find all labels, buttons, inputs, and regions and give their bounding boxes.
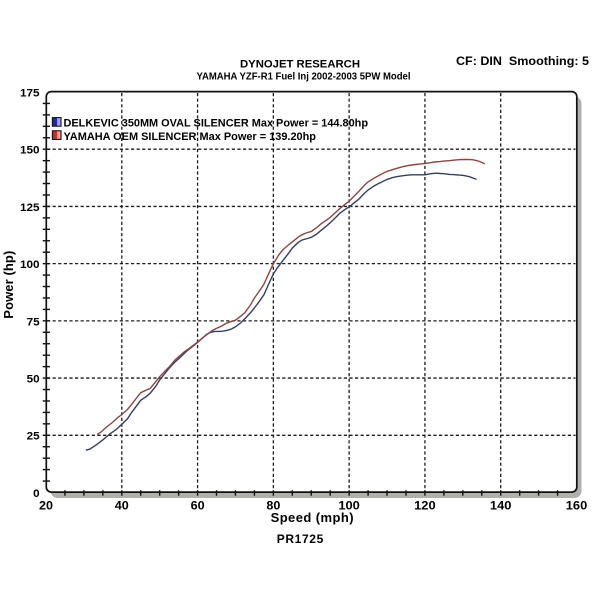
svg-text:0: 0 bbox=[33, 488, 40, 500]
svg-text:175: 175 bbox=[20, 87, 40, 99]
svg-text:Power (hp): Power (hp) bbox=[1, 251, 16, 319]
svg-text:50: 50 bbox=[27, 374, 40, 386]
svg-text:140: 140 bbox=[490, 499, 512, 513]
svg-text:20: 20 bbox=[39, 499, 53, 513]
svg-text:PR1725: PR1725 bbox=[277, 532, 324, 546]
svg-text:DELKEVIC 350MM OVAL SILENCER M: DELKEVIC 350MM OVAL SILENCER Max Power =… bbox=[64, 118, 369, 130]
svg-text:100: 100 bbox=[338, 499, 360, 513]
svg-text:100: 100 bbox=[20, 259, 40, 271]
svg-text:75: 75 bbox=[27, 316, 40, 328]
svg-text:25: 25 bbox=[27, 431, 40, 443]
svg-text:40: 40 bbox=[115, 499, 129, 513]
svg-text:120: 120 bbox=[414, 499, 436, 513]
svg-text:Speed (mph): Speed (mph) bbox=[271, 510, 354, 525]
svg-text:60: 60 bbox=[191, 499, 205, 513]
svg-text:CF: DIN Smoothing: 5: CF: DIN Smoothing: 5 bbox=[456, 54, 589, 68]
svg-text:80: 80 bbox=[266, 499, 280, 513]
svg-text:YAMAHA YZF-R1 Fuel Inj 2002-20: YAMAHA YZF-R1 Fuel Inj 2002-2003 5PW Mod… bbox=[197, 72, 411, 83]
svg-text:DYNOJET RESEARCH: DYNOJET RESEARCH bbox=[240, 58, 360, 70]
svg-text:150: 150 bbox=[20, 145, 40, 157]
svg-text:125: 125 bbox=[20, 202, 40, 214]
svg-text:160: 160 bbox=[566, 499, 588, 513]
svg-text:YAMAHA OEM SILENCER Max Power: YAMAHA OEM SILENCER Max Power = 139.20hp bbox=[64, 131, 317, 143]
